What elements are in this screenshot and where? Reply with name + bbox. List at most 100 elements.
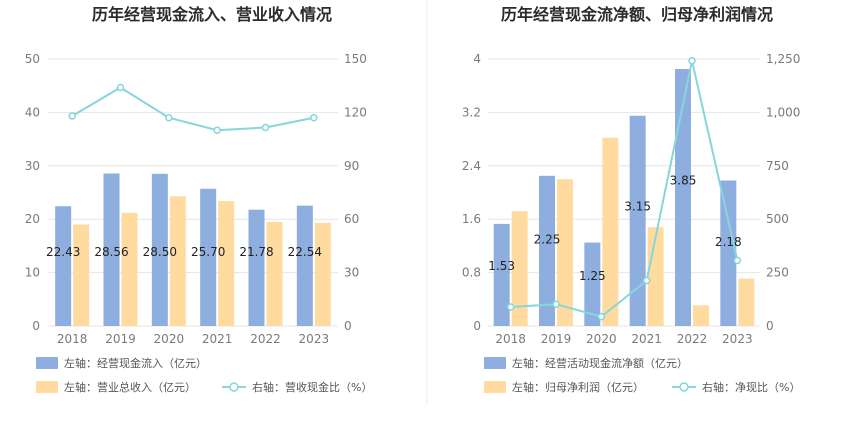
bar-secondary <box>266 221 283 326</box>
bar-primary <box>629 115 646 326</box>
ratio-point <box>733 256 742 265</box>
bar-data-label: 3.15 <box>624 199 651 213</box>
x-axis-tick: 2018 <box>57 332 88 346</box>
x-axis-tick: 2020 <box>154 332 185 346</box>
bar-primary <box>248 209 265 326</box>
ratio-point <box>116 83 125 92</box>
bar-secondary <box>738 278 755 326</box>
bar-data-label: 22.43 <box>46 245 80 259</box>
right-axis-tick: 90 <box>344 159 359 173</box>
legend-label-primary: 左轴：经营活动现金流净额（亿元） <box>512 356 688 370</box>
left-axis-tick: 0.8 <box>462 266 481 280</box>
bar-data-label: 1.25 <box>579 269 606 283</box>
bar-primary <box>584 242 601 326</box>
left-axis-tick: 1.6 <box>462 212 481 226</box>
x-axis-tick: 2020 <box>586 332 617 346</box>
bar-secondary <box>218 201 235 326</box>
x-axis-tick: 2018 <box>495 332 526 346</box>
ratio-line <box>71 86 315 132</box>
bar-primary <box>296 205 313 326</box>
left-axis-tick: 2.4 <box>462 159 481 173</box>
ratio-point <box>213 126 221 134</box>
x-axis-tick: 2019 <box>105 332 136 346</box>
left-axis-tick: 0 <box>32 319 40 333</box>
bar-data-label: 3.85 <box>670 174 697 188</box>
left-axis-tick: 50 <box>25 52 40 66</box>
right-axis-tick: 60 <box>344 212 359 226</box>
ratio-point <box>165 113 173 122</box>
chart-title: 历年经营现金流入、营业收入情况 <box>92 5 332 24</box>
bar-data-label: 2.25 <box>534 232 561 246</box>
ratio-line <box>510 60 739 318</box>
right-axis-tick: 0 <box>766 319 774 333</box>
left-axis-tick: 3.2 <box>462 105 481 119</box>
ratio-point <box>310 113 318 122</box>
legend-swatch-primary <box>36 357 58 369</box>
chart-title: 历年经营现金流净额、归母净利润情况 <box>501 5 773 24</box>
bar-primary <box>539 175 555 326</box>
bar-data-label: 2.18 <box>715 235 742 249</box>
ratio-point <box>552 300 560 308</box>
bar-data-label: 22.54 <box>288 245 322 259</box>
legend-swatch-secondary <box>36 381 58 393</box>
left-axis-tick: 4 <box>473 52 481 66</box>
bar-primary <box>720 180 737 326</box>
bar-secondary <box>121 212 138 326</box>
legend-swatch-primary <box>484 357 506 369</box>
legend-label-line: 右轴：营收现金比（%） <box>252 380 372 394</box>
right-axis-tick: 150 <box>344 52 367 66</box>
legend-label-secondary: 左轴：营业总收入（亿元） <box>64 380 196 394</box>
bar-data-label: 1.53 <box>488 259 515 273</box>
x-axis-tick: 2022 <box>250 332 281 346</box>
left-axis-tick: 10 <box>25 266 40 280</box>
bar-primary <box>493 223 510 326</box>
bar-primary <box>675 69 691 326</box>
bar-data-label: 28.56 <box>94 245 128 259</box>
x-axis-tick: 2023 <box>722 332 753 346</box>
ratio-point <box>68 112 76 120</box>
right-axis-tick: 750 <box>766 159 789 173</box>
x-axis-tick: 2021 <box>631 332 662 346</box>
bar-primary <box>55 206 72 326</box>
ratio-point <box>261 123 270 132</box>
bar-secondary <box>73 224 90 326</box>
right-axis-tick: 250 <box>766 266 789 280</box>
left-axis-tick: 30 <box>25 159 40 173</box>
left-axis-tick: 0 <box>473 319 481 333</box>
left-axis-tick: 20 <box>25 212 40 226</box>
bar-data-label: 28.50 <box>143 245 177 259</box>
legend-swatch-line-marker <box>679 382 689 392</box>
bar-secondary <box>647 227 664 326</box>
right-axis-tick: 500 <box>766 212 789 226</box>
x-axis-tick: 2019 <box>541 332 572 346</box>
bar-secondary <box>169 196 186 326</box>
right-axis-tick: 1,250 <box>766 52 800 66</box>
right-axis-tick: 0 <box>344 319 352 333</box>
ratio-point <box>506 303 515 311</box>
x-axis-tick: 2022 <box>677 332 708 346</box>
bar-data-label: 25.70 <box>191 245 225 259</box>
legend-label-secondary: 左轴：归母净利润（亿元） <box>512 380 644 394</box>
bar-primary <box>200 188 217 326</box>
legend-label-line: 右轴：净现比（%） <box>702 380 800 394</box>
bar-secondary <box>557 179 573 326</box>
x-axis-tick: 2021 <box>202 332 233 346</box>
ratio-point <box>642 276 651 285</box>
bar-secondary <box>314 222 331 326</box>
bar-primary <box>103 173 120 326</box>
ratio-point <box>688 56 696 65</box>
right-axis-tick: 120 <box>344 105 367 119</box>
bar-secondary <box>602 137 619 326</box>
bar-primary <box>151 173 168 326</box>
cash-inflow-revenue-chart: 历年经营现金流入、营业收入情况 0 10 20 30 40 50 0 30 60 90 120 15… <box>25 5 373 394</box>
ratio-point <box>597 312 606 321</box>
right-axis-tick: 1,000 <box>766 105 800 119</box>
bar-secondary <box>511 211 528 326</box>
legend-label-primary: 左轴：经营现金流入（亿元） <box>64 356 207 370</box>
net-cash-flow-profit-chart: 历年经营现金流净额、归母净利润情况 0 0.8 1.6 2.4 3.2 4 0 250 500… <box>462 5 801 394</box>
legend-swatch-line-marker <box>229 382 239 392</box>
left-axis-tick: 40 <box>25 105 40 119</box>
legend-swatch-secondary <box>484 381 506 393</box>
right-axis-tick: 30 <box>344 266 359 280</box>
